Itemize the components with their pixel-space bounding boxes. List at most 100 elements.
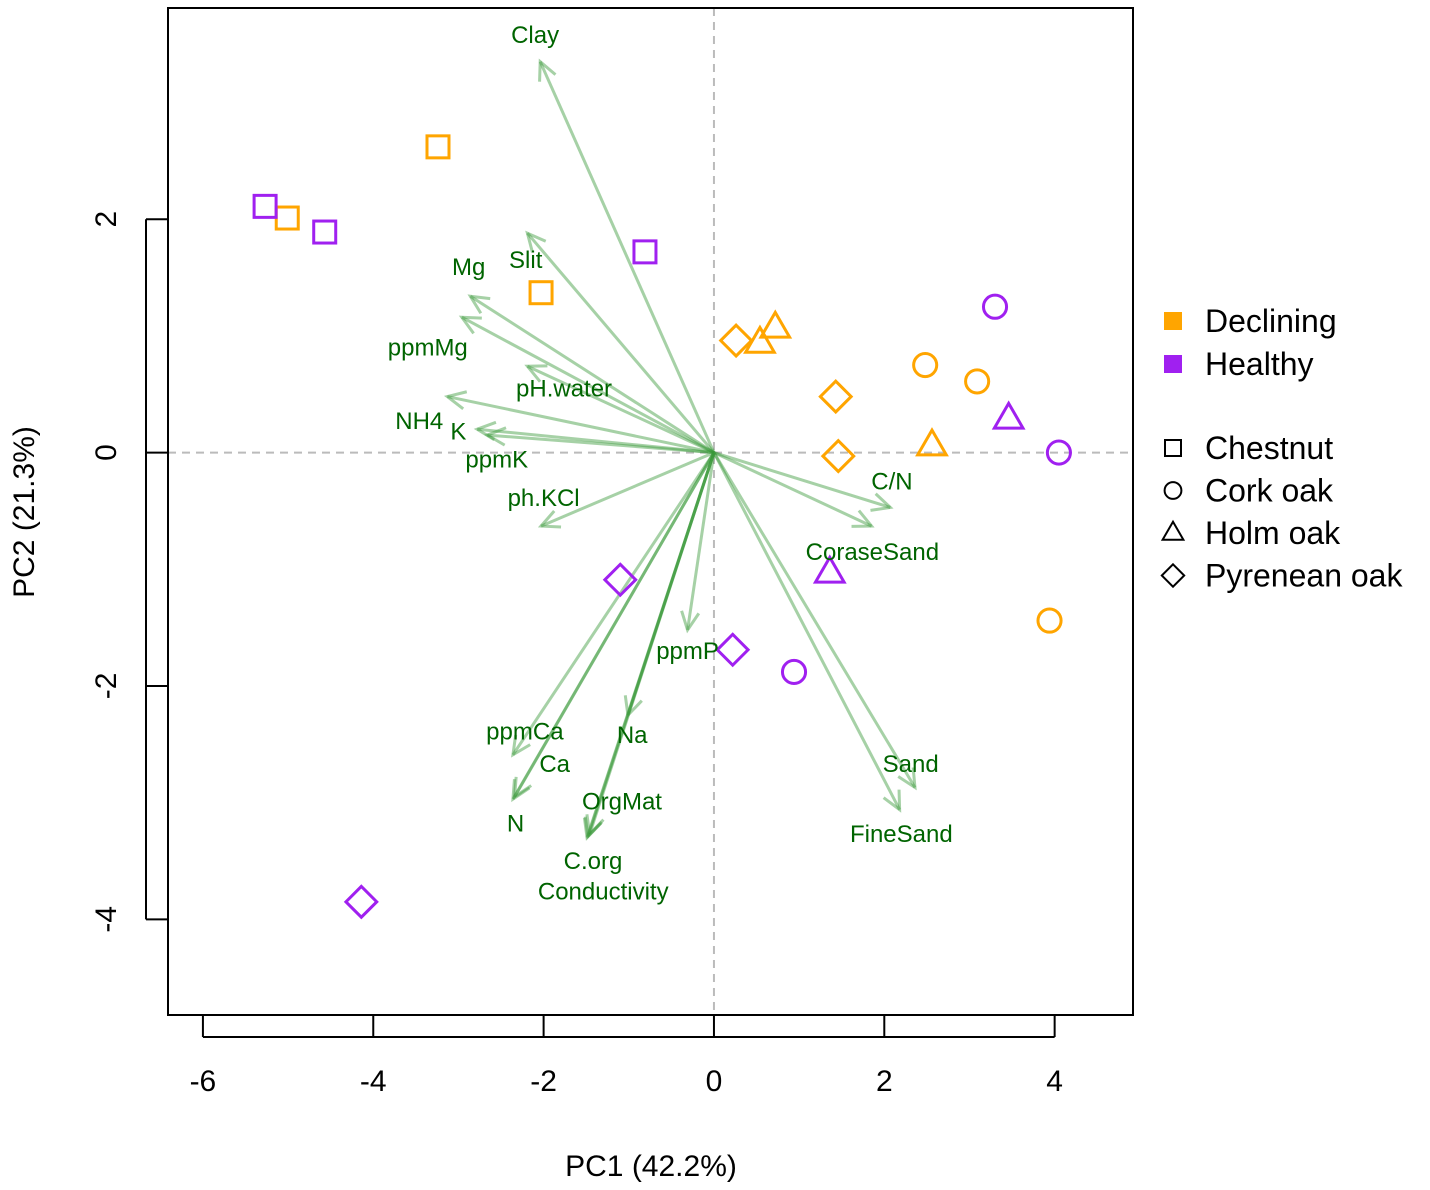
loading-label: ppmK [465,447,528,474]
arrow-shaft [586,452,716,837]
arrow-shaft [511,451,716,756]
loading-arrow [582,452,716,841]
y-tick-label: -2 [90,673,123,700]
loading-arrow [512,451,716,800]
arrow-head [582,817,603,841]
arrow-shaft [713,451,873,528]
arrow-head [473,420,497,441]
loading-arrows [443,58,917,841]
x-axis: -6 -4 -2 0 2 4 [190,1015,1063,1098]
y-tick-label: -4 [90,906,123,933]
arrow-shaft [513,451,716,798]
point-declining-pyrenean-oak [718,323,754,359]
point-declining-cork-oak [964,368,991,395]
point-declining-chestnut [274,205,300,231]
legend-circle-icon [1163,481,1183,500]
arrow-head [897,767,917,791]
legend-diamond-icon [1160,562,1186,589]
x-tick-label: -2 [530,1065,557,1098]
legend-swatch-healthy [1164,355,1182,373]
arrow-head [512,776,533,800]
arrow-head [870,492,894,512]
loading-arrow [712,451,902,813]
loading-label: FineSand [850,821,953,848]
point-healthy-holm-oak [991,400,1026,430]
loading-label: ppmMg [388,335,468,362]
point-healthy-pyrenean-oak [343,884,379,920]
loading-arrow [458,315,715,454]
arrow-head [511,779,531,803]
legend-label: Holm oak [1205,515,1341,551]
sample-points [252,134,1072,920]
point-declining-holm-oak [758,309,793,339]
point-declining-pyrenean-oak [818,379,854,415]
arrow-shaft [461,315,715,454]
loading-arrow [511,451,716,758]
arrow-head [538,58,557,82]
arrow-head [623,695,643,719]
loading-label: ppmCa [486,718,564,745]
x-tick-label: -4 [360,1065,387,1098]
loading-label: Slit [509,247,543,274]
loading-label: Na [617,722,648,749]
arrow-head [851,509,875,528]
arrow-shaft [477,427,715,455]
arrow-head [443,390,468,410]
arrow-head [882,789,902,813]
loading-arrow [538,58,716,454]
y-tick-label: 0 [90,444,123,461]
loading-label: Mg [452,254,485,281]
arrow-head [680,610,701,634]
point-declining-holm-oak [743,324,777,354]
arrow-shaft [447,395,715,455]
point-healthy-chestnut [252,193,278,219]
point-declining-pyrenean-oak [820,438,856,474]
point-healthy-chestnut [312,219,338,245]
loading-arrow [525,230,716,454]
legend-square-icon [1164,439,1182,457]
arrow-shaft [585,452,716,839]
x-tick-label: -6 [190,1065,217,1098]
loading-arrow [483,426,715,455]
loading-arrow [473,420,715,455]
legend: Declining Healthy Chestnut Cork oak Holm oak… [1160,303,1403,594]
loading-label: CoraseSand [806,539,939,566]
loading-arrow [623,452,716,719]
point-healthy-pyrenean-oak [715,632,751,668]
arrow-head [525,230,547,253]
point-healthy-holm-oak [812,554,847,584]
point-healthy-chestnut [632,239,658,265]
loading-arrow [713,451,875,528]
point-healthy-cork-oak [1045,439,1072,466]
loading-arrow [443,390,715,455]
loading-label: K [450,419,466,446]
arrow-shaft [712,451,917,789]
loading-label: Ca [539,751,570,778]
arrow-shaft [712,451,901,811]
loading-arrow [583,452,716,840]
legend-triangle-icon [1160,519,1186,541]
point-declining-cork-oak [912,352,939,379]
loading-label: Clay [511,22,559,49]
x-tick-label: 0 [706,1065,723,1098]
legend-swatch-declining [1164,312,1182,330]
point-healthy-pyrenean-oak [602,562,638,598]
legend-label: Healthy [1205,346,1314,382]
arrow-shaft [538,61,716,454]
arrow-head [524,364,548,383]
arrow-shaft [713,451,891,509]
arrow-shaft [526,232,716,454]
point-healthy-cork-oak [780,658,808,685]
arrow-shaft [686,452,716,631]
point-declining-chestnut [425,134,451,160]
legend-label: Cork oak [1205,473,1334,509]
loading-label: ppmP [656,638,719,665]
legend-label: Pyrenean oak [1205,558,1403,594]
arrow-head [537,510,562,529]
loading-arrow [524,364,715,454]
loading-arrow [537,451,715,529]
arrow-head [511,734,531,758]
loading-label: pH.water [516,375,612,402]
